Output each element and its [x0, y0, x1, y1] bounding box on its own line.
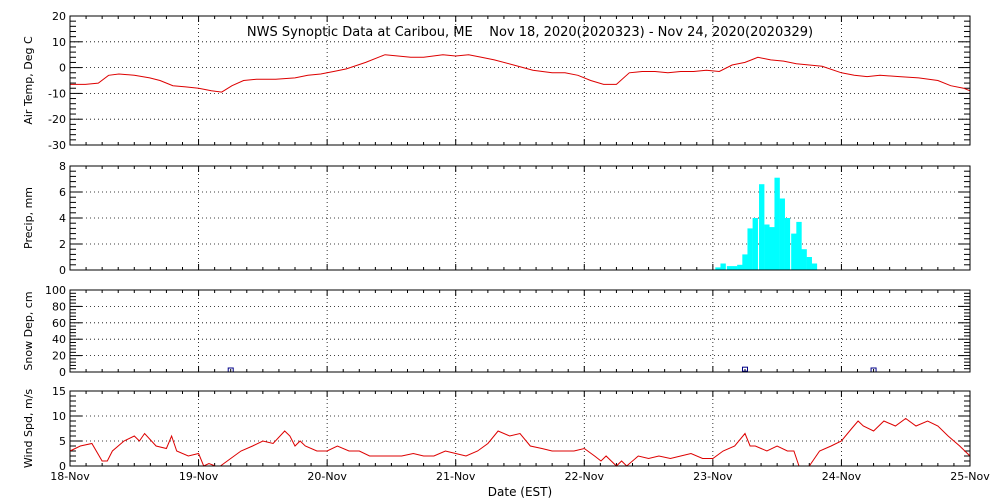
y-tick-label: 80: [52, 300, 66, 313]
y-tick-label: 20: [52, 10, 66, 23]
snow-depth-point: [742, 366, 748, 372]
precip-bar: [784, 218, 791, 270]
precip-bar: [737, 264, 743, 270]
precip-bar: [732, 266, 738, 270]
y-tick-label: -10: [48, 87, 66, 100]
y-tick-label: 5: [59, 435, 66, 448]
panel-1: -30 -20 -10 0 10 20 Air Temp, Deg C: [22, 10, 971, 152]
precip-bar: [769, 227, 775, 270]
precip-bar: [742, 254, 748, 270]
x-tick-labels: 18-Nov 19-Nov 20-Nov 21-Nov 22-Nov 23-Nov 24-N…: [50, 470, 990, 483]
y-tick-label: 6: [59, 186, 66, 199]
chart-title: NWS Synoptic Data at Caribou, ME Nov 18,…: [247, 25, 813, 40]
precip-bar: [715, 267, 721, 270]
y-tick-label: 15: [52, 385, 66, 398]
precip-bar: [774, 177, 780, 270]
panel-frame: [69, 289, 971, 373]
panels: -30 -20 -10 0 10 20 Air Temp, Deg C 0 2 4 6 8 Precip…: [22, 10, 971, 473]
precip-bar: [752, 218, 758, 270]
precip-bar: [779, 198, 785, 270]
y-tick-label: 10: [52, 410, 66, 423]
x-axis-label: Date (EST): [488, 485, 552, 499]
y-tick-label: 4: [59, 212, 66, 225]
x-tick-label: 18-Nov: [50, 470, 90, 483]
precip-bar: [726, 266, 733, 270]
y-tick-label: 10: [52, 36, 66, 49]
y-tick-label: 0: [59, 264, 66, 277]
panel-frame: [69, 15, 971, 146]
x-tick-label: 24-Nov: [822, 470, 862, 483]
y-axis-label: Precip, mm: [22, 187, 35, 249]
panel-2: 0 2 4 6 8 Precip, mm: [22, 160, 971, 277]
x-tick-label: 21-Nov: [436, 470, 476, 483]
y-tick-label: 0: [59, 62, 66, 75]
x-tick-label: 22-Nov: [565, 470, 605, 483]
panel-4: 0 5 10 15 Wind Spd, m/s: [22, 385, 971, 473]
precip-bar: [747, 228, 753, 270]
y-axis-label: Snow Dep, cm: [22, 291, 35, 370]
y-tick-label: 20: [52, 350, 66, 363]
y-axis-label: Wind Spd, m/s: [22, 389, 35, 469]
y-tick-label: 0: [59, 366, 66, 379]
precip-bar: [811, 263, 818, 270]
precip-bar: [791, 233, 797, 270]
y-tick-label: 60: [52, 317, 66, 330]
panel-frame: [69, 390, 971, 467]
precip-bar: [759, 184, 765, 270]
y-tick-label: 0: [59, 460, 66, 473]
x-tick-label: 23-Nov: [693, 470, 733, 483]
precip-bar: [720, 263, 726, 270]
y-tick-label: -30: [48, 139, 66, 152]
panel-3: 0 20 40 60 80 100 Snow Dep, cm: [22, 284, 971, 379]
y-axis-label: Air Temp, Deg C: [22, 36, 35, 125]
precip-bar: [806, 257, 812, 270]
precip-bar: [764, 224, 770, 270]
x-tick-label: 20-Nov: [307, 470, 347, 483]
y-tick-label: 100: [45, 284, 66, 297]
y-tick-label: -20: [48, 113, 66, 126]
precip-bar: [801, 249, 807, 270]
x-tick-label: 19-Nov: [179, 470, 219, 483]
series-line: [69, 417, 971, 467]
y-tick-label: 40: [52, 333, 66, 346]
y-tick-label: 2: [59, 238, 66, 251]
y-tick-label: 8: [59, 160, 66, 173]
series-line: [70, 54, 971, 93]
panel-frame: [69, 165, 971, 271]
x-tick-label: 25-Nov: [950, 470, 990, 483]
precip-bar: [796, 221, 802, 270]
